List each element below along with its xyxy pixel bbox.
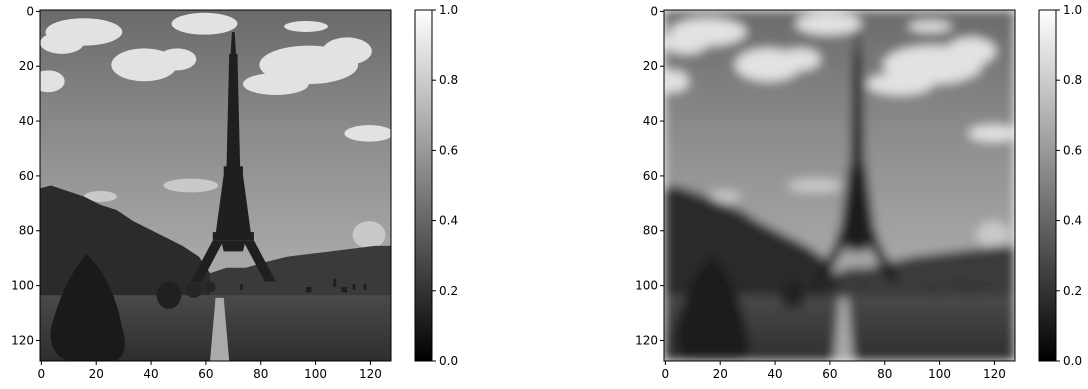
axes-frame [39, 9, 392, 362]
y-tick-label: 20 [19, 59, 34, 73]
colorbar-tick-label: 0.6 [1063, 143, 1082, 157]
x-tick-label: 60 [822, 367, 837, 381]
colorbar-tick-label: 0.2 [1063, 284, 1082, 298]
y-tick-label: 80 [643, 224, 658, 238]
y-tick-label: 60 [19, 169, 34, 183]
x-tick-label: 60 [198, 367, 213, 381]
colorbar-tick-label: 0.0 [1063, 354, 1082, 368]
y-tick-label: 20 [643, 59, 658, 73]
y-tick-label: 0 [650, 4, 658, 18]
panel-blurred: 0 20 40 60 80 100 120 0 20 40 60 80 100 120 0.0 0.2 0.4 0… [635, 3, 1082, 381]
x-tick-label: 0 [662, 367, 670, 381]
y-tick-label: 40 [19, 114, 34, 128]
colorbar-tick-label: 0.0 [439, 354, 458, 368]
y-tick-label: 60 [643, 169, 658, 183]
colorbar-tick-label: 1.0 [1063, 3, 1082, 17]
y-tick-label: 0 [26, 4, 34, 18]
axes-frame [663, 9, 1016, 362]
colorbar-tick-label: 0.2 [439, 284, 458, 298]
x-tick-label: 100 [304, 367, 327, 381]
colorbar-tick-label: 0.8 [1063, 73, 1082, 87]
x-tick-label: 80 [253, 367, 268, 381]
x-tick-label: 20 [713, 367, 728, 381]
panel-original: 0 20 40 60 80 100 120 0 20 40 60 80 100 120 0.0 0.2 0.4 0… [11, 3, 458, 381]
x-tick-label: 120 [983, 367, 1006, 381]
colorbar [1038, 9, 1057, 362]
x-tick-label: 80 [877, 367, 892, 381]
x-tick-label: 40 [767, 367, 782, 381]
colorbar-tick-label: 0.8 [439, 73, 458, 87]
colorbar-tick-label: 0.4 [1063, 214, 1082, 228]
x-tick-label: 0 [38, 367, 46, 381]
image-blurred [664, 10, 1015, 361]
y-tick-label: 100 [11, 279, 34, 293]
y-tick-label: 80 [19, 224, 34, 238]
x-tick-label: 40 [143, 367, 158, 381]
y-tick-label: 100 [635, 279, 658, 293]
image-original [40, 10, 391, 361]
colorbar [414, 9, 433, 362]
x-tick-label: 20 [89, 367, 104, 381]
colorbar-tick-label: 0.6 [439, 143, 458, 157]
y-tick-label: 120 [11, 333, 34, 347]
colorbar-tick-label: 1.0 [439, 3, 458, 17]
x-tick-label: 100 [928, 367, 951, 381]
x-tick-label: 120 [359, 367, 382, 381]
y-tick-label: 40 [643, 114, 658, 128]
y-tick-label: 120 [635, 333, 658, 347]
colorbar-tick-label: 0.4 [439, 214, 458, 228]
